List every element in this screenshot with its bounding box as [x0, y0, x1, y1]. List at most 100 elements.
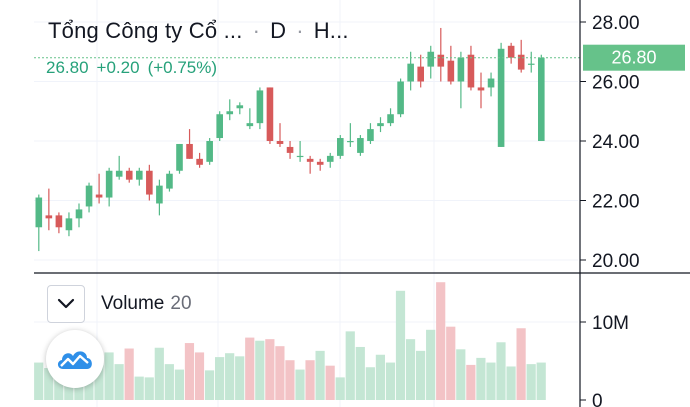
candle: [467, 45, 475, 91]
candle-body: [316, 161, 324, 165]
volume-label: Volume: [101, 293, 165, 314]
volume-bar: [215, 357, 225, 400]
candle-body: [256, 90, 264, 124]
candle: [226, 99, 234, 121]
candle: [527, 51, 535, 73]
collapse-volume-button[interactable]: [47, 285, 85, 323]
candle: [125, 167, 133, 183]
candle: [357, 135, 364, 156]
candle-body: [367, 129, 374, 141]
chart-grid: [34, 0, 578, 407]
candle-body: [347, 141, 354, 143]
volume-bar: [486, 362, 496, 400]
volume-bar: [124, 348, 134, 400]
candle: [497, 42, 505, 147]
last-price-label: 26.80: [583, 44, 685, 71]
candle-body: [497, 48, 505, 147]
volume-bar: [456, 349, 466, 400]
candle: [538, 54, 545, 142]
candle: [105, 167, 113, 207]
candle-body: [186, 143, 193, 159]
candle: [146, 164, 153, 201]
volume-bar: [375, 354, 385, 400]
volume-bar: [506, 366, 516, 400]
candle-body: [437, 54, 445, 67]
price-quote: 26.80 +0.20 (+0.75%): [46, 58, 217, 78]
candle: [186, 129, 193, 159]
volume-bar: [436, 282, 446, 400]
candle: [65, 212, 73, 237]
candle: [176, 143, 183, 174]
volume-bar: [526, 364, 536, 400]
candle-body: [236, 105, 244, 109]
candle: [507, 42, 515, 64]
candle: [296, 141, 304, 162]
candle: [337, 135, 344, 159]
volume-bar: [516, 328, 526, 400]
candle: [115, 155, 123, 180]
exchange-label: H...: [313, 18, 349, 43]
price-tick-label: 26.00: [592, 73, 640, 94]
candle-body: [105, 170, 113, 198]
volume-bar: [426, 329, 436, 400]
price-tick-label: 20.00: [592, 251, 640, 272]
symbol-name: Tổng Công ty Cổ ...: [48, 18, 243, 43]
candle: [326, 152, 334, 168]
candle: [216, 111, 223, 141]
volume-bar: [104, 352, 114, 400]
volume-bar: [275, 346, 285, 400]
candle: [45, 188, 53, 231]
candle: [417, 54, 424, 88]
candle-body: [146, 170, 153, 195]
candle-body: [166, 173, 173, 189]
cloud-logo-icon: [57, 351, 92, 369]
volume-bar: [476, 357, 486, 400]
candle-body: [487, 78, 495, 88]
volume-axis[interactable]: 10M 0: [580, 313, 629, 407]
candle: [95, 173, 103, 204]
candle-body: [55, 215, 63, 228]
candle-body: [306, 158, 314, 162]
candle: [517, 39, 525, 73]
volume-bar: [405, 339, 416, 400]
candle: [136, 167, 143, 186]
candle-body: [196, 158, 203, 165]
volume-bar: [496, 342, 506, 400]
volume-bar: [295, 369, 305, 400]
volume-bar: [536, 362, 546, 400]
candle-body: [156, 185, 163, 204]
volume-bar: [184, 343, 195, 400]
candle-body: [115, 170, 123, 177]
volume-bar: [44, 368, 54, 400]
symbol-title[interactable]: Tổng Công ty Cổ ... · D · H...: [48, 18, 349, 44]
volume-length: 20: [170, 293, 192, 314]
candle-body: [427, 51, 435, 67]
last-price: 26.80: [46, 58, 89, 77]
volume-bar: [154, 347, 164, 400]
candle-body: [377, 123, 384, 127]
candle-body: [136, 170, 143, 180]
volume-bar: [34, 362, 44, 400]
candle-body: [246, 123, 254, 127]
candle-body: [417, 66, 424, 82]
volume-bar: [164, 364, 174, 400]
candle-body: [337, 138, 344, 156]
volume-bar: [305, 360, 315, 400]
volume-bar: [385, 362, 396, 400]
price-axis[interactable]: 28.00 26.00 24.00 22.00 20.00: [580, 13, 640, 272]
candle-body: [65, 218, 73, 231]
volume-bar: [365, 367, 375, 400]
price-change-percent: (+0.75%): [147, 58, 218, 77]
candle-body: [397, 81, 404, 115]
volume-bar: [325, 365, 335, 400]
candle-body: [95, 194, 103, 198]
candle: [306, 155, 314, 174]
candle-body: [507, 45, 515, 58]
price-change: +0.20: [96, 58, 140, 77]
volume-bar: [395, 290, 406, 400]
logo-button[interactable]: [46, 330, 104, 388]
chevron-down-icon: [57, 298, 75, 309]
volume-bar: [285, 360, 295, 400]
volume-bar: [466, 364, 476, 400]
